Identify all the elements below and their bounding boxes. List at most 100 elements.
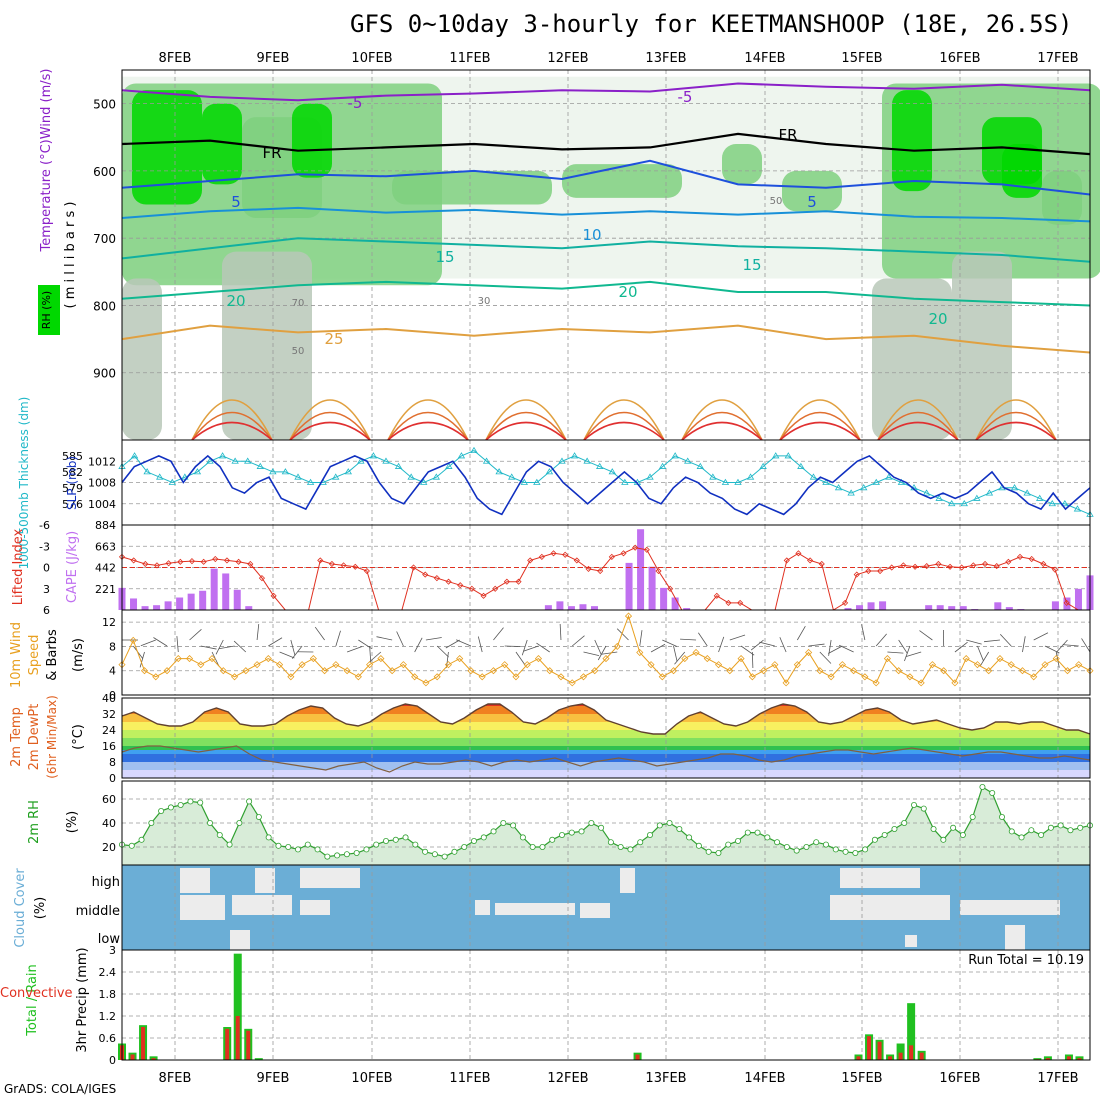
wind-speed-marker bbox=[489, 667, 498, 675]
cape-bar bbox=[959, 606, 967, 610]
isotherm-line bbox=[121, 132, 1091, 156]
thickness-marker bbox=[860, 484, 868, 491]
slp-line bbox=[121, 454, 1091, 516]
precip-conv-bar bbox=[235, 1016, 240, 1060]
isotherm-dome bbox=[191, 399, 273, 441]
cape-bar bbox=[879, 601, 887, 610]
li-marker bbox=[258, 575, 266, 582]
rh-shade bbox=[122, 278, 162, 440]
li-marker bbox=[433, 575, 440, 582]
cloud-level-middle: middle bbox=[76, 904, 120, 919]
thickness-marker bbox=[797, 462, 805, 469]
temp-band bbox=[122, 730, 1090, 738]
rh-marker bbox=[138, 836, 145, 843]
thickness-marker bbox=[583, 457, 591, 464]
cape-bar bbox=[1005, 607, 1013, 610]
wind-speed-marker bbox=[377, 655, 385, 663]
cape-bar bbox=[1051, 601, 1059, 610]
li-marker bbox=[153, 562, 161, 569]
li-marker bbox=[585, 565, 592, 572]
rh-marker bbox=[1057, 822, 1064, 829]
thickness-marker bbox=[809, 473, 818, 480]
y-tick: 900 bbox=[93, 367, 116, 381]
cape-bar bbox=[130, 598, 138, 610]
rh-marker bbox=[1038, 832, 1045, 839]
li-marker bbox=[503, 578, 510, 585]
wind-speed-marker bbox=[771, 661, 779, 669]
rh-shade bbox=[892, 90, 932, 192]
wind-speed-marker bbox=[681, 655, 689, 663]
y-tick: 8 bbox=[109, 640, 116, 653]
cloud-block bbox=[1005, 925, 1025, 950]
rh-marker bbox=[754, 829, 761, 836]
y-tick-right: 663 bbox=[95, 540, 116, 553]
rh-marker bbox=[598, 824, 605, 831]
thickness-marker bbox=[570, 452, 579, 459]
isotherm-dome bbox=[779, 421, 861, 441]
cape-bar bbox=[164, 601, 172, 610]
isotherm-dome bbox=[387, 411, 469, 441]
precip-conv-bar bbox=[888, 1056, 893, 1060]
rh-marker bbox=[676, 826, 683, 833]
wind-speed-marker bbox=[613, 642, 621, 650]
precip-total-bar bbox=[254, 1058, 263, 1060]
rh-marker bbox=[813, 839, 820, 846]
rh-marker bbox=[177, 802, 184, 809]
isotherm-dome bbox=[877, 421, 959, 441]
rh-marker bbox=[774, 839, 781, 846]
li-marker bbox=[317, 557, 324, 564]
wind-speed-marker bbox=[782, 679, 790, 687]
temp-band bbox=[122, 706, 1090, 714]
thickness-marker bbox=[332, 473, 340, 480]
wind-barb bbox=[1033, 632, 1049, 641]
li-marker bbox=[807, 557, 814, 564]
rh-marker bbox=[1077, 824, 1084, 831]
li-marker bbox=[223, 557, 231, 564]
cloud-level-low: low bbox=[98, 932, 121, 947]
rh-marker bbox=[647, 832, 654, 839]
wind-speed-marker bbox=[287, 673, 295, 681]
rh-marker bbox=[862, 846, 869, 853]
rh-marker bbox=[735, 838, 742, 845]
thickness-marker bbox=[508, 473, 516, 480]
wind-barb bbox=[828, 645, 843, 654]
li-marker bbox=[667, 585, 674, 592]
rh-marker bbox=[519, 834, 526, 841]
wind-speed-marker bbox=[940, 667, 948, 675]
wind-speed-marker bbox=[861, 673, 869, 681]
wind-speed-marker bbox=[456, 655, 464, 663]
cape-bar bbox=[856, 605, 864, 610]
thickness-marker bbox=[394, 462, 403, 469]
thickness-marker bbox=[1036, 494, 1044, 501]
cape-bar bbox=[867, 602, 875, 610]
thickness-marker bbox=[445, 462, 453, 469]
temperature-fill bbox=[122, 704, 1090, 778]
wind-barb bbox=[140, 639, 156, 647]
cloud-block bbox=[255, 868, 275, 893]
rh-marker bbox=[422, 848, 429, 855]
thickness-marker bbox=[244, 457, 252, 464]
thickness-marker bbox=[168, 478, 176, 485]
li-marker bbox=[410, 564, 417, 571]
rh-marker bbox=[285, 844, 292, 851]
li-marker bbox=[713, 592, 720, 599]
wind-barb bbox=[414, 637, 423, 653]
wind-barb bbox=[368, 651, 382, 663]
li-marker bbox=[200, 558, 207, 565]
thickness-marker bbox=[1023, 489, 1031, 496]
isotherm-dome bbox=[975, 411, 1057, 441]
thickness-marker bbox=[608, 468, 616, 475]
wind-barb bbox=[616, 628, 629, 641]
rh-marker bbox=[549, 836, 556, 843]
wind-barb bbox=[215, 639, 224, 655]
cloud-block bbox=[580, 903, 610, 918]
precip-conv-bar bbox=[919, 1052, 924, 1060]
wind-speed-marker bbox=[174, 655, 182, 663]
isotherm-dome bbox=[191, 411, 273, 441]
wind-barb bbox=[905, 651, 922, 658]
rh-shade bbox=[562, 164, 682, 198]
cloud-block bbox=[960, 900, 1060, 915]
temp-band bbox=[122, 770, 1090, 778]
li-marker bbox=[608, 553, 615, 560]
rh-marker bbox=[265, 834, 272, 841]
